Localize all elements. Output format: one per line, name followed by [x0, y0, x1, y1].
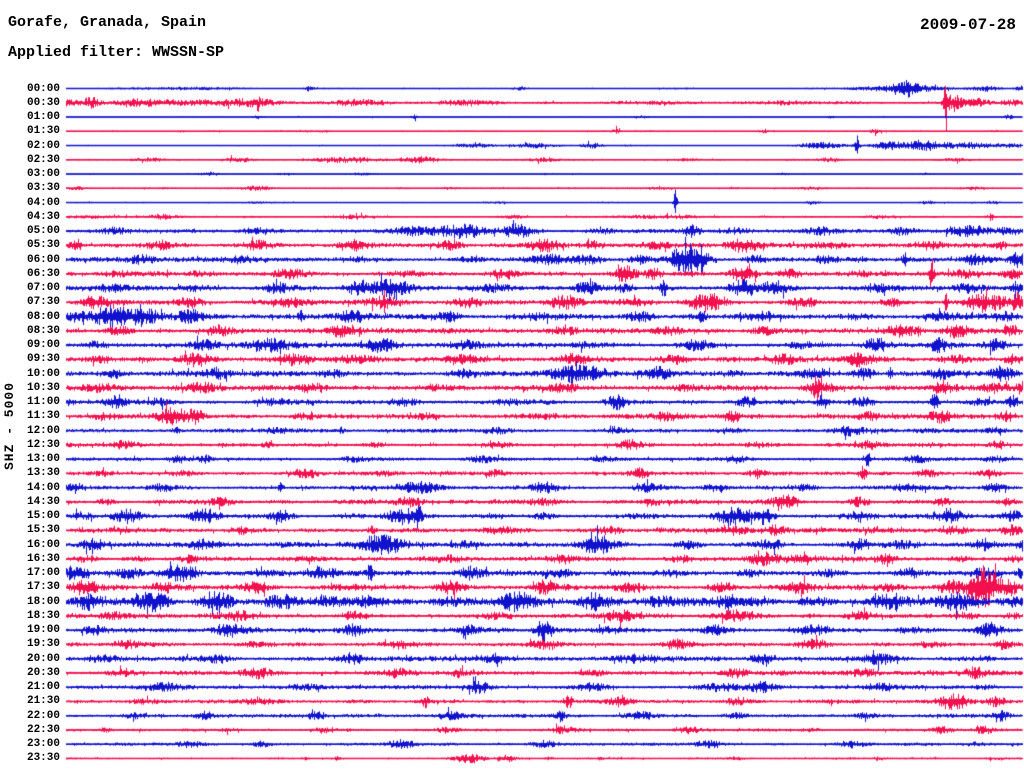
- time-label: 17:30: [26, 581, 60, 594]
- time-label: 20:00: [26, 652, 60, 665]
- time-label: 02:30: [26, 153, 60, 166]
- date-label: 2009-07-28: [919, 16, 1016, 34]
- time-label: 07:00: [26, 282, 60, 295]
- time-label: 03:00: [26, 168, 60, 181]
- time-label: 18:00: [26, 595, 60, 608]
- time-label: 19:00: [26, 624, 60, 637]
- time-label: 06:00: [26, 253, 60, 266]
- time-label: 22:30: [26, 723, 60, 736]
- time-label: 07:30: [26, 296, 60, 309]
- time-label: 12:00: [26, 424, 60, 437]
- time-label: 23:00: [26, 738, 60, 751]
- applied-filter-label: Applied filter: WWSSN-SP: [8, 44, 225, 61]
- time-label: 22:00: [26, 709, 60, 722]
- time-label: 20:30: [26, 666, 60, 679]
- time-label: 10:00: [26, 367, 60, 380]
- time-label: 12:30: [26, 438, 60, 451]
- time-label: 02:00: [26, 139, 60, 152]
- time-label: 11:00: [26, 396, 60, 409]
- time-label: 05:00: [26, 225, 60, 238]
- time-label: 01:00: [26, 111, 60, 123]
- time-label: 14:00: [26, 481, 60, 494]
- time-label: 14:30: [26, 495, 60, 508]
- time-label: 08:30: [26, 324, 60, 337]
- time-label: 11:30: [26, 410, 60, 423]
- time-label: 08:00: [26, 310, 60, 323]
- time-label: 15:00: [26, 510, 60, 523]
- time-label: 00:00: [26, 82, 60, 95]
- time-label: 21:00: [26, 681, 60, 694]
- time-label: 19:30: [26, 638, 60, 651]
- time-label: 13:00: [26, 453, 60, 466]
- time-label: 04:00: [26, 196, 60, 209]
- time-label: 16:30: [26, 552, 60, 565]
- time-label: 16:00: [26, 538, 60, 551]
- time-axis: 00:00 00:30 01:00 01:30 02:00 02:30 03:00 03:30…: [0, 0, 60, 780]
- time-label: 05:30: [26, 239, 60, 252]
- time-label: 17:00: [26, 567, 60, 580]
- time-label: 00:30: [26, 96, 60, 109]
- time-label: 23:30: [26, 752, 60, 765]
- time-label: 04:30: [26, 210, 60, 223]
- time-label: 21:30: [26, 695, 60, 708]
- time-label: 15:30: [26, 524, 60, 537]
- time-label: 09:30: [26, 353, 60, 366]
- station-title: Gorafe, Granada, Spain: [8, 14, 207, 31]
- time-label: 09:00: [26, 339, 60, 352]
- time-label: 10:30: [26, 381, 60, 394]
- time-label: 03:30: [26, 182, 60, 195]
- time-label: 06:30: [26, 267, 60, 280]
- time-label: 18:30: [26, 609, 60, 622]
- time-label: 01:30: [26, 125, 60, 138]
- time-label: 13:30: [26, 467, 60, 480]
